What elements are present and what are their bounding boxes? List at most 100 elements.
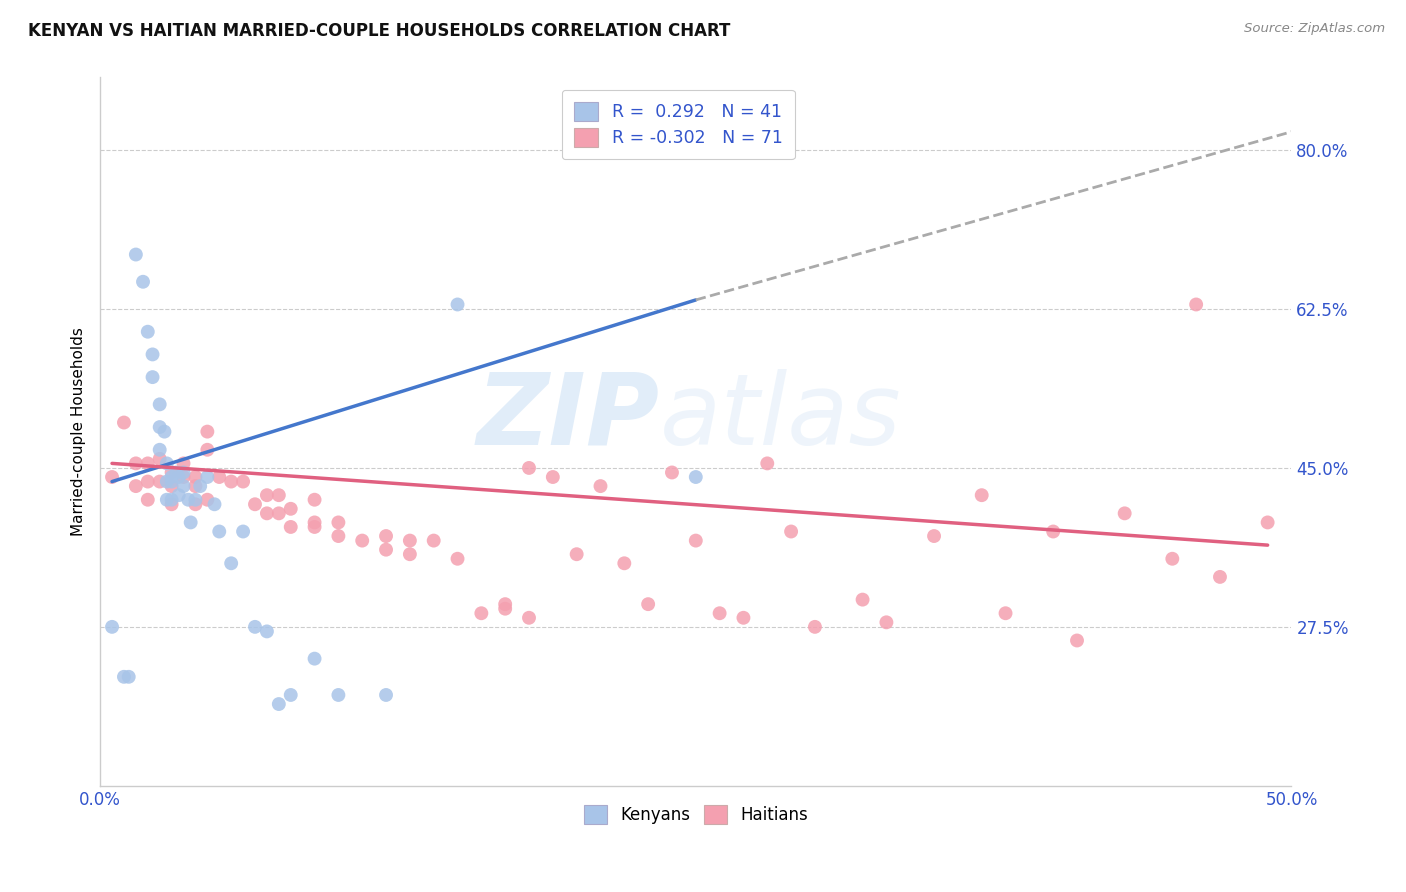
Point xyxy=(208,470,231,484)
Point xyxy=(1114,506,1136,520)
Point xyxy=(494,597,516,611)
Point xyxy=(160,492,183,507)
Point xyxy=(970,488,993,502)
Point xyxy=(494,601,516,615)
Point xyxy=(328,688,350,702)
Point xyxy=(149,420,172,434)
Point xyxy=(125,457,148,471)
Point xyxy=(1257,516,1279,530)
Point xyxy=(304,516,326,530)
Point xyxy=(375,688,398,702)
Point xyxy=(280,520,302,534)
Point xyxy=(184,479,207,493)
Y-axis label: Married-couple Households: Married-couple Households xyxy=(72,327,86,536)
Point xyxy=(1185,297,1208,311)
Point xyxy=(156,492,179,507)
Point xyxy=(565,547,588,561)
Point xyxy=(541,470,564,484)
Point xyxy=(184,470,207,484)
Point xyxy=(149,475,172,489)
Point xyxy=(101,620,124,634)
Point xyxy=(195,425,218,439)
Point xyxy=(875,615,897,630)
Point xyxy=(173,457,195,471)
Point xyxy=(149,451,172,466)
Point xyxy=(184,492,207,507)
Point xyxy=(267,488,290,502)
Point xyxy=(219,556,242,570)
Text: atlas: atlas xyxy=(659,369,901,466)
Point xyxy=(1066,633,1088,648)
Point xyxy=(195,442,218,457)
Point xyxy=(1042,524,1064,539)
Point xyxy=(1209,570,1232,584)
Point xyxy=(375,529,398,543)
Point xyxy=(125,479,148,493)
Point xyxy=(470,606,492,620)
Point xyxy=(160,475,183,489)
Point xyxy=(328,516,350,530)
Point xyxy=(256,488,278,502)
Point xyxy=(304,492,326,507)
Point xyxy=(780,524,803,539)
Point xyxy=(446,297,468,311)
Point xyxy=(661,466,683,480)
Point xyxy=(173,466,195,480)
Point xyxy=(136,475,159,489)
Point xyxy=(517,461,540,475)
Point xyxy=(136,325,159,339)
Point xyxy=(177,492,200,507)
Text: Source: ZipAtlas.com: Source: ZipAtlas.com xyxy=(1244,22,1385,36)
Point xyxy=(208,524,231,539)
Point xyxy=(256,624,278,639)
Point xyxy=(160,479,183,493)
Point xyxy=(280,688,302,702)
Point xyxy=(613,556,636,570)
Point xyxy=(994,606,1017,620)
Point xyxy=(446,551,468,566)
Point xyxy=(709,606,731,620)
Point xyxy=(399,547,422,561)
Point xyxy=(256,506,278,520)
Point xyxy=(160,470,183,484)
Point xyxy=(219,475,242,489)
Point xyxy=(637,597,659,611)
Point xyxy=(517,611,540,625)
Text: KENYAN VS HAITIAN MARRIED-COUPLE HOUSEHOLDS CORRELATION CHART: KENYAN VS HAITIAN MARRIED-COUPLE HOUSEHO… xyxy=(28,22,731,40)
Point xyxy=(180,516,202,530)
Point xyxy=(733,611,755,625)
Point xyxy=(112,670,135,684)
Point xyxy=(136,457,159,471)
Point xyxy=(173,470,195,484)
Point xyxy=(195,492,218,507)
Point xyxy=(1161,551,1184,566)
Point xyxy=(112,416,135,430)
Legend: Kenyans, Haitians: Kenyans, Haitians xyxy=(574,796,818,834)
Point xyxy=(160,466,183,480)
Point xyxy=(204,497,226,511)
Point xyxy=(851,592,873,607)
Point xyxy=(352,533,374,548)
Point xyxy=(136,492,159,507)
Point xyxy=(422,533,444,548)
Point xyxy=(188,479,211,493)
Point xyxy=(132,275,155,289)
Point xyxy=(173,479,195,493)
Point xyxy=(160,497,183,511)
Point xyxy=(156,475,179,489)
Point xyxy=(304,520,326,534)
Point xyxy=(149,397,172,411)
Text: ZIP: ZIP xyxy=(477,369,659,466)
Point xyxy=(243,497,266,511)
Point xyxy=(685,470,707,484)
Point xyxy=(167,488,190,502)
Point xyxy=(149,442,172,457)
Point xyxy=(756,457,779,471)
Point xyxy=(243,620,266,634)
Point xyxy=(195,470,218,484)
Point xyxy=(399,533,422,548)
Point xyxy=(125,247,148,261)
Point xyxy=(101,470,124,484)
Point xyxy=(165,466,187,480)
Point xyxy=(267,697,290,711)
